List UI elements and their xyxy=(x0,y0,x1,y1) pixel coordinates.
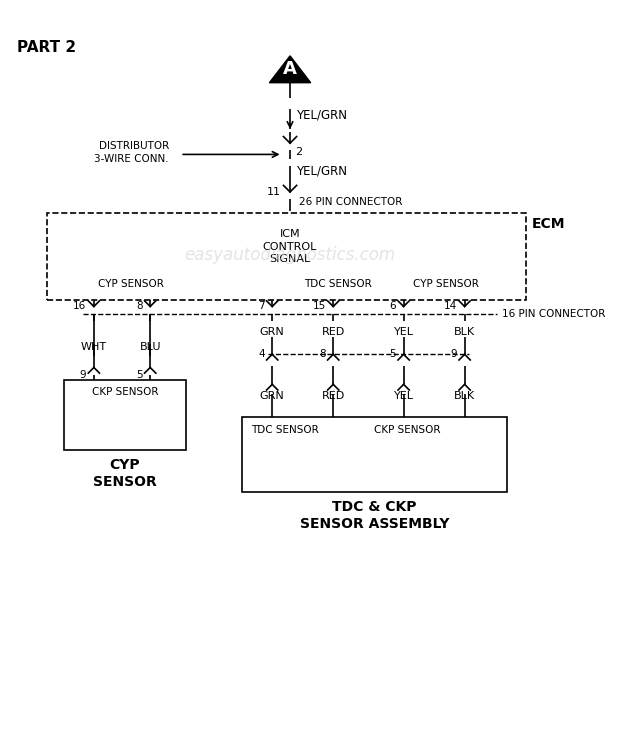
Text: 6: 6 xyxy=(389,302,396,311)
Text: GRN: GRN xyxy=(260,391,284,401)
Text: 2: 2 xyxy=(295,147,302,157)
Text: 5: 5 xyxy=(389,350,396,359)
Text: easyautodiagnostics.com: easyautodiagnostics.com xyxy=(185,246,396,264)
Text: 7: 7 xyxy=(258,302,265,311)
Text: CYP SENSOR: CYP SENSOR xyxy=(413,279,479,289)
Text: DISTRIBUTOR
3-WIRE CONN.: DISTRIBUTOR 3-WIRE CONN. xyxy=(95,141,169,164)
Text: YEL/GRN: YEL/GRN xyxy=(295,165,347,178)
Text: YEL: YEL xyxy=(394,327,413,338)
Text: TDC & CKP
SENSOR ASSEMBLY: TDC & CKP SENSOR ASSEMBLY xyxy=(300,500,449,531)
Text: 4: 4 xyxy=(258,350,265,359)
Text: GRN: GRN xyxy=(260,327,284,338)
Text: YEL: YEL xyxy=(394,391,413,401)
Text: A: A xyxy=(283,60,297,78)
Text: YEL/GRN: YEL/GRN xyxy=(295,109,347,122)
Text: ECM: ECM xyxy=(531,217,565,231)
Text: 9: 9 xyxy=(451,350,457,359)
Text: CKP SENSOR: CKP SENSOR xyxy=(91,387,158,398)
Text: RED: RED xyxy=(321,327,345,338)
Text: 5: 5 xyxy=(136,370,143,380)
Text: CKP SENSOR: CKP SENSOR xyxy=(373,424,440,435)
Text: 16: 16 xyxy=(73,302,87,311)
FancyBboxPatch shape xyxy=(242,417,507,492)
Text: BLK: BLK xyxy=(454,327,475,338)
Text: WHT: WHT xyxy=(81,342,107,352)
Text: ICM
CONTROL
SIGNAL: ICM CONTROL SIGNAL xyxy=(263,230,317,264)
Text: CYP
SENSOR: CYP SENSOR xyxy=(93,458,157,489)
Text: 16 PIN CONNECTOR: 16 PIN CONNECTOR xyxy=(502,309,606,319)
FancyBboxPatch shape xyxy=(47,212,526,300)
Text: BLK: BLK xyxy=(454,391,475,401)
Text: TDC SENSOR: TDC SENSOR xyxy=(252,424,320,435)
Text: 8: 8 xyxy=(136,302,143,311)
Text: RED: RED xyxy=(321,391,345,401)
FancyBboxPatch shape xyxy=(64,380,186,450)
Text: PART 2: PART 2 xyxy=(17,40,76,55)
Text: TDC SENSOR: TDC SENSOR xyxy=(304,279,372,289)
Text: 26 PIN CONNECTOR: 26 PIN CONNECTOR xyxy=(300,196,403,207)
Text: 9: 9 xyxy=(80,370,87,380)
Text: BLU: BLU xyxy=(140,342,161,352)
Text: CYP SENSOR: CYP SENSOR xyxy=(98,279,164,289)
Text: 14: 14 xyxy=(444,302,457,311)
Text: 8: 8 xyxy=(319,350,326,359)
Text: 11: 11 xyxy=(266,187,281,197)
Text: 15: 15 xyxy=(313,302,326,311)
Polygon shape xyxy=(269,56,311,82)
